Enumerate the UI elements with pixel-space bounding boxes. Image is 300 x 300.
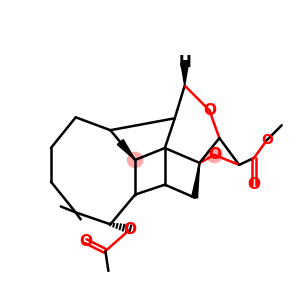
Polygon shape	[181, 63, 188, 85]
Text: O: O	[261, 133, 273, 147]
Text: O: O	[248, 177, 260, 192]
Polygon shape	[117, 140, 135, 160]
Circle shape	[127, 152, 143, 168]
Text: O: O	[203, 103, 216, 118]
Text: O: O	[124, 222, 137, 237]
Text: O: O	[208, 148, 221, 163]
Text: H: H	[178, 55, 191, 70]
Polygon shape	[192, 163, 200, 198]
Text: O: O	[79, 234, 92, 249]
Circle shape	[206, 147, 223, 163]
